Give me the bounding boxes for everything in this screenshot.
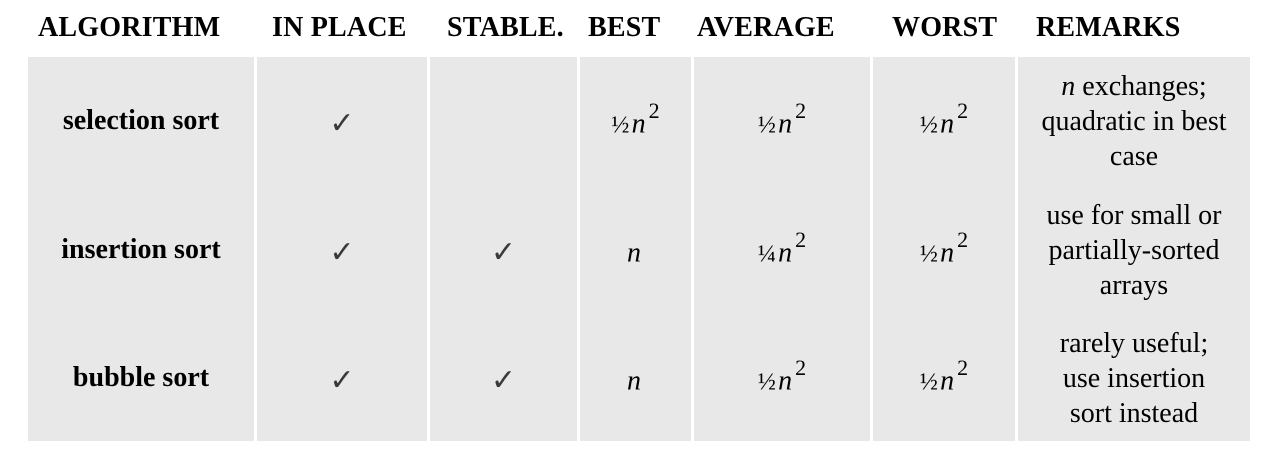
row-3-remarks: rarely useful; use insertion sort instea… xyxy=(1059,327,1209,429)
column-algorithm xyxy=(28,57,254,441)
row-2-remarks: use for small or partially-sorted arrays xyxy=(1046,199,1222,301)
row-3-algorithm: bubble sort xyxy=(72,362,210,393)
header-stable: STABLE. xyxy=(447,12,564,43)
table-header: ALGORITHM IN PLACE STABLE. BEST AVERAGE … xyxy=(0,6,1280,50)
row-2-stable-check-icon: ✓ xyxy=(490,234,517,270)
header-algorithm: ALGORITHM xyxy=(38,12,221,43)
column-average xyxy=(694,57,870,441)
header-best: BEST xyxy=(588,12,661,43)
column-in-place xyxy=(257,57,427,441)
row-3-in-place-check-icon: ✓ xyxy=(329,362,355,398)
header-in-place: IN PLACE xyxy=(272,12,407,43)
column-remarks xyxy=(1018,57,1250,441)
row-3-best: n xyxy=(627,365,641,397)
row-1-in-place-check-icon: ✓ xyxy=(329,105,355,141)
row-3-stable-check-icon: ✓ xyxy=(490,362,517,398)
row-2-best: n xyxy=(627,237,641,269)
row-2-algorithm: insertion sort xyxy=(61,234,221,265)
row-2-in-place-check-icon: ✓ xyxy=(329,234,355,270)
header-average: AVERAGE xyxy=(697,12,835,43)
row-1-stable xyxy=(430,59,577,187)
column-best xyxy=(580,57,691,441)
header-remarks: REMARKS xyxy=(1036,12,1181,43)
row-1-remarks: n exchanges; quadratic in best case xyxy=(1041,70,1227,172)
row-1-algorithm: selection sort xyxy=(62,105,220,136)
header-worst: WORST xyxy=(892,12,998,43)
column-worst xyxy=(873,57,1015,441)
column-stable xyxy=(430,57,577,441)
